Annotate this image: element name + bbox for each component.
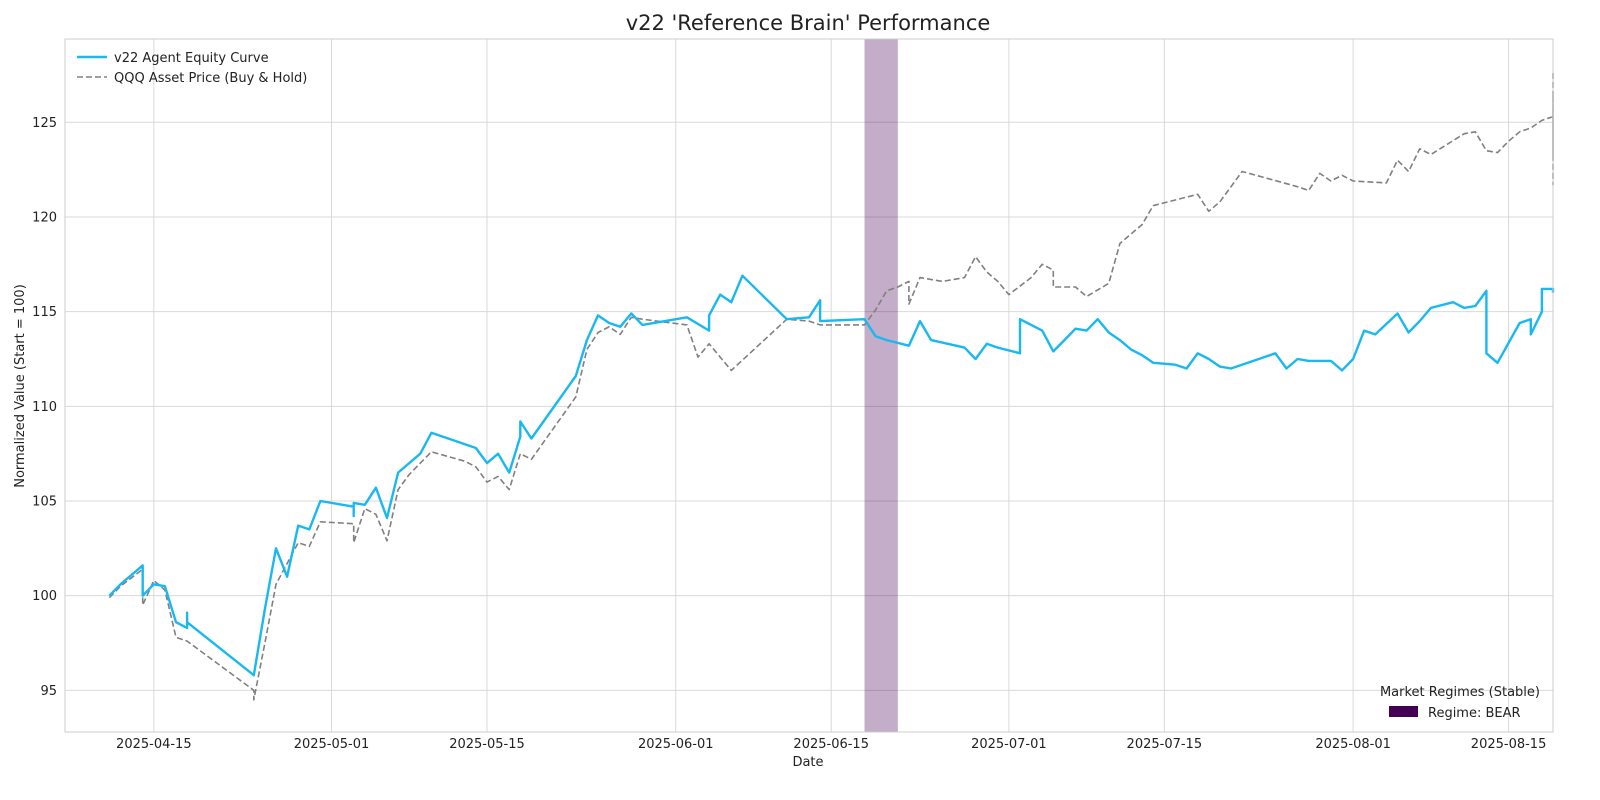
plot-area-frame bbox=[64, 38, 1554, 733]
y-tick-label: 100 bbox=[32, 589, 57, 604]
x-tick-label: 2025-05-01 bbox=[294, 737, 370, 752]
regime-swatch bbox=[1389, 706, 1418, 717]
x-tick-label: 2025-05-15 bbox=[449, 737, 525, 752]
y-tick-label: 120 bbox=[32, 210, 57, 225]
y-tick-label: 110 bbox=[32, 400, 57, 415]
y-tick-label: 125 bbox=[32, 116, 57, 131]
chart-title: v22 'Reference Brain' Performance bbox=[626, 11, 991, 35]
series-line-qqq-price bbox=[108, 73, 1554, 701]
y-tick-label: 105 bbox=[32, 495, 57, 510]
x-tick-label: 2025-04-15 bbox=[116, 737, 192, 752]
legend-label-qqq: QQQ Asset Price (Buy & Hold) bbox=[114, 71, 307, 86]
y-tick-label: 95 bbox=[40, 684, 57, 699]
grid bbox=[65, 39, 1553, 732]
x-tick-label: 2025-07-15 bbox=[1127, 737, 1203, 752]
regime-legend-title: Market Regimes (Stable) bbox=[1380, 685, 1540, 700]
x-tick-label: 2025-08-01 bbox=[1315, 737, 1391, 752]
y-tick-label: 115 bbox=[32, 305, 57, 320]
x-tick-label: 2025-08-15 bbox=[1471, 737, 1547, 752]
regime-legend: Market Regimes (Stable) Regime: BEAR bbox=[1380, 685, 1540, 721]
series-legend: v22 Agent Equity Curve QQQ Asset Price (… bbox=[77, 51, 307, 86]
series-lines bbox=[108, 73, 1555, 701]
regime-legend-label: Regime: BEAR bbox=[1428, 706, 1521, 721]
series-line-agent-equity bbox=[108, 274, 1555, 677]
legend-label-agent: v22 Agent Equity Curve bbox=[114, 51, 269, 66]
shaded-regions bbox=[864, 39, 898, 732]
y-axis-label: Normalized Value (Start = 100) bbox=[13, 284, 28, 488]
x-tick-labels: 2025-04-15 2025-05-01 2025-05-15 2025-06-01… bbox=[116, 737, 1546, 752]
regime-band-bear bbox=[864, 39, 898, 732]
x-tick-label: 2025-06-01 bbox=[638, 737, 714, 752]
x-tick-label: 2025-07-01 bbox=[971, 737, 1047, 752]
x-tick-label: 2025-06-15 bbox=[793, 737, 869, 752]
y-tick-labels: 95 100 105 110 115 120 125 bbox=[32, 116, 57, 699]
x-axis-label: Date bbox=[792, 755, 823, 770]
